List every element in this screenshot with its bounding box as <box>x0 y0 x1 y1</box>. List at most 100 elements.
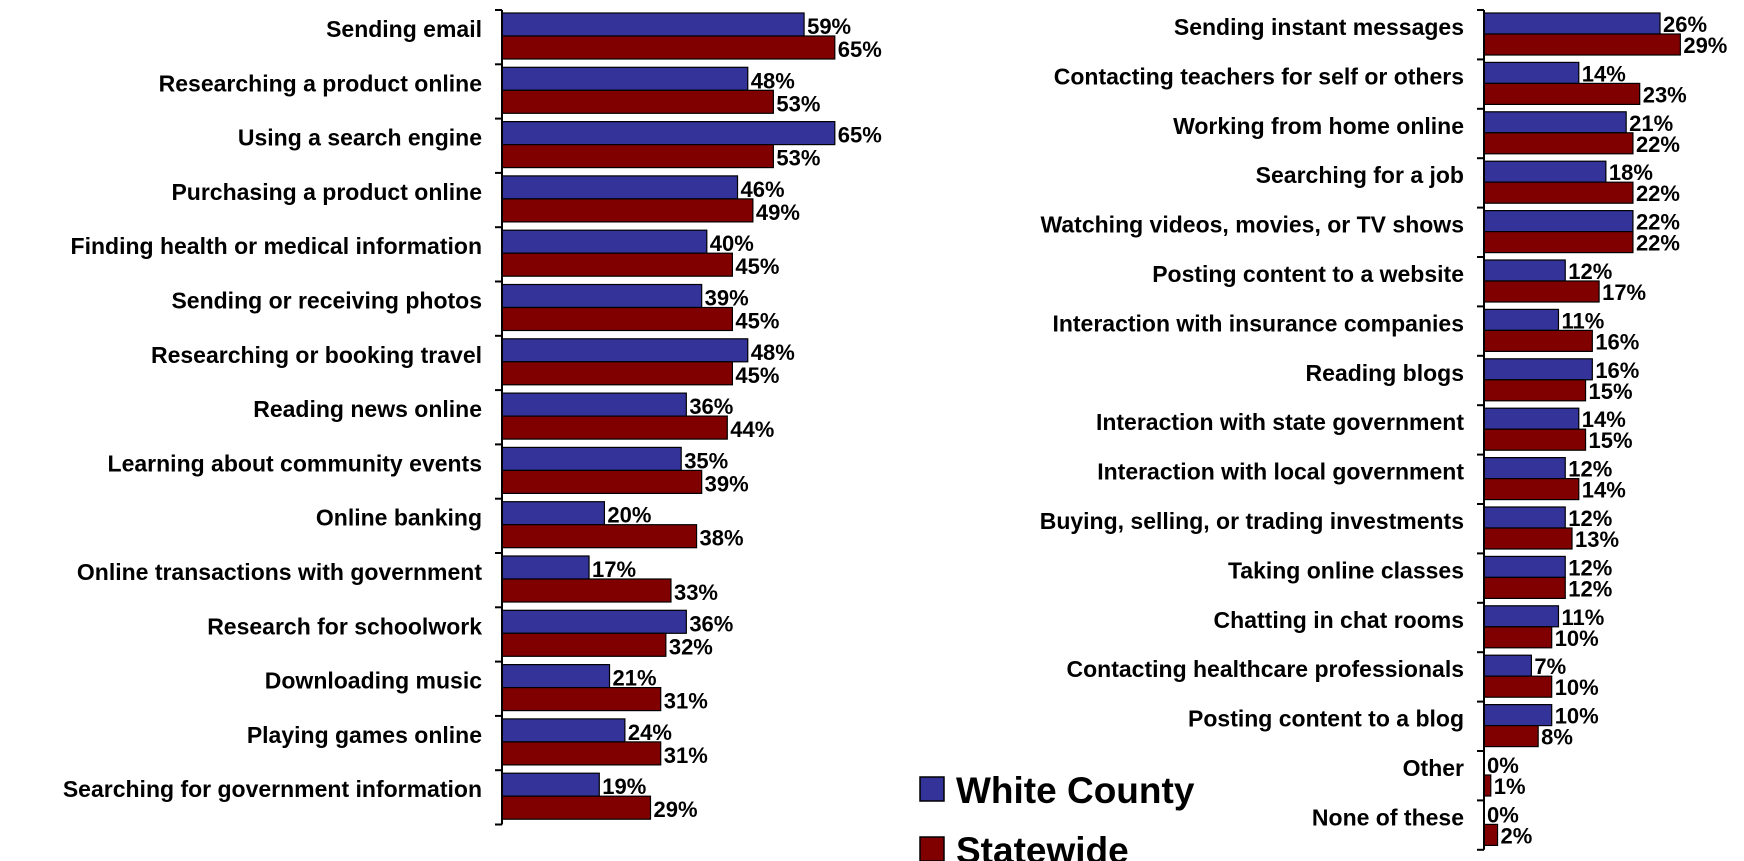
category-label-sending-instant-messages: Sending instant messages <box>1174 14 1464 40</box>
bar-white-county-using-a-search-engine <box>501 120 836 146</box>
value-label-statewide-learning-about-community-events: 39% <box>705 471 749 496</box>
category-label-contacting-healthcare-professionals: Contacting healthcare professionals <box>1067 656 1464 682</box>
value-label-statewide-taking-online-classes: 12% <box>1568 576 1612 601</box>
bar-white-county-buying-selling-or-trading-investments <box>1483 506 1566 529</box>
value-label-white-county-interaction-with-state-government: 14% <box>1582 407 1626 432</box>
value-label-statewide-interaction-with-insurance-companies: 16% <box>1595 329 1639 354</box>
bar-white-county-searching-for-a-job <box>1483 160 1607 183</box>
category-label-posting-content-to-a-blog: Posting content to a blog <box>1188 706 1464 732</box>
bar-white-county-searching-for-government-information <box>501 772 600 797</box>
value-label-white-county-reading-blogs: 16% <box>1595 358 1639 383</box>
value-label-statewide-posting-content-to-a-blog: 8% <box>1541 725 1573 750</box>
value-label-statewide-searching-for-a-job: 22% <box>1636 181 1680 206</box>
value-label-white-county-researching-or-booking-travel: 48% <box>751 340 795 365</box>
bar-white-county-downloading-music <box>501 663 611 689</box>
bar-statewide-sending-or-receiving-photos <box>501 306 733 332</box>
value-label-statewide-other: 1% <box>1494 774 1526 799</box>
bar-statewide-interaction-with-state-government <box>1483 428 1587 451</box>
bar-white-county-researching-a-product-online <box>501 66 749 91</box>
value-label-statewide-sending-or-receiving-photos: 45% <box>735 309 779 334</box>
bar-statewide-researching-a-product-online <box>501 89 774 114</box>
legend-label-statewide: Statewide <box>956 830 1129 861</box>
value-label-white-county-using-a-search-engine: 65% <box>838 123 882 148</box>
bar-white-county-reading-blogs <box>1483 358 1593 381</box>
bar-white-county-contacting-healthcare-professionals <box>1483 654 1532 677</box>
category-label-learning-about-community-events: Learning about community events <box>108 450 482 476</box>
value-label-statewide-downloading-music: 31% <box>664 689 708 714</box>
value-label-white-county-playing-games-online: 24% <box>628 720 672 745</box>
value-label-statewide-watching-videos-movies-or-tv-shows: 22% <box>1636 231 1680 256</box>
legend-swatch-statewide <box>919 836 945 861</box>
category-label-research-for-schoolwork: Research for schoolwork <box>207 613 482 639</box>
category-label-reading-news-online: Reading news online <box>253 396 482 422</box>
category-label-finding-health-or-medical-information: Finding health or medical information <box>71 233 482 259</box>
bar-white-county-watching-videos-movies-or-tv-shows <box>1483 210 1634 233</box>
value-label-white-county-searching-for-government-information: 19% <box>602 774 646 799</box>
value-label-statewide-researching-a-product-online: 53% <box>776 91 820 116</box>
value-label-white-county-sending-email: 59% <box>807 14 851 39</box>
category-label-chatting-in-chat-rooms: Chatting in chat rooms <box>1214 607 1464 633</box>
value-label-white-county-sending-instant-messages: 26% <box>1663 12 1707 37</box>
bar-statewide-searching-for-a-job <box>1483 181 1634 204</box>
category-label-working-from-home-online: Working from home online <box>1173 113 1464 139</box>
legend: White County Statewide <box>919 770 1195 861</box>
bar-statewide-research-for-schoolwork <box>501 632 667 657</box>
category-label-buying-selling-or-trading-investments: Buying, selling, or trading investments <box>1040 508 1464 534</box>
value-label-statewide-buying-selling-or-trading-investments: 13% <box>1575 527 1619 552</box>
bar-statewide-learning-about-community-events <box>501 469 703 494</box>
bar-white-county-learning-about-community-events <box>501 446 682 471</box>
legend-swatch-white-county <box>919 776 945 802</box>
bar-white-county-sending-instant-messages <box>1483 12 1661 35</box>
value-label-white-county-downloading-music: 21% <box>613 666 657 691</box>
bar-white-county-sending-or-receiving-photos <box>501 283 703 309</box>
bar-statewide-contacting-healthcare-professionals <box>1483 675 1553 698</box>
category-label-searching-for-a-job: Searching for a job <box>1256 162 1464 188</box>
value-label-statewide-posting-content-to-a-website: 17% <box>1602 280 1646 305</box>
value-label-white-county-reading-news-online: 36% <box>689 394 733 419</box>
value-label-white-county-none-of-these: 0% <box>1487 802 1519 827</box>
bar-statewide-posting-content-to-a-blog <box>1483 724 1539 748</box>
bar-statewide-working-from-home-online <box>1483 132 1634 155</box>
category-label-online-transactions-with-government: Online transactions with government <box>77 559 482 585</box>
value-label-statewide-using-a-search-engine: 53% <box>776 146 820 171</box>
bar-statewide-playing-games-online <box>501 741 662 766</box>
bar-statewide-online-transactions-with-government <box>501 578 672 603</box>
value-label-statewide-contacting-healthcare-professionals: 10% <box>1555 675 1599 700</box>
bar-white-county-taking-online-classes <box>1483 555 1566 579</box>
value-label-statewide-interaction-with-local-government: 14% <box>1582 478 1626 503</box>
value-label-statewide-chatting-in-chat-rooms: 10% <box>1555 626 1599 651</box>
value-label-white-county-contacting-healthcare-professionals: 7% <box>1534 654 1566 679</box>
category-label-playing-games-online: Playing games online <box>247 722 482 748</box>
category-label-searching-for-government-information: Searching for government information <box>63 776 482 802</box>
value-label-white-county-sending-or-receiving-photos: 39% <box>705 286 749 311</box>
value-label-statewide-researching-or-booking-travel: 45% <box>735 363 779 388</box>
value-label-statewide-interaction-with-state-government: 15% <box>1589 428 1633 453</box>
bar-white-county-online-transactions-with-government <box>501 555 590 580</box>
category-label-posting-content-to-a-website: Posting content to a website <box>1152 261 1464 287</box>
bar-statewide-interaction-with-local-government <box>1483 478 1580 501</box>
legend-label-white-county: White County <box>956 770 1195 811</box>
bar-statewide-researching-or-booking-travel <box>501 361 733 386</box>
category-label-reading-blogs: Reading blogs <box>1306 360 1464 386</box>
category-label-researching-or-booking-travel: Researching or booking travel <box>151 342 482 368</box>
bar-statewide-buying-selling-or-trading-investments <box>1483 527 1573 550</box>
bar-statewide-taking-online-classes <box>1483 576 1566 600</box>
bar-statewide-downloading-music <box>501 686 662 712</box>
category-label-watching-videos-movies-or-tv-shows: Watching videos, movies, or TV shows <box>1041 212 1464 238</box>
value-label-statewide-reading-news-online: 44% <box>730 417 774 442</box>
bar-statewide-sending-email <box>501 35 836 60</box>
bar-white-county-finding-health-or-medical-information <box>501 229 708 254</box>
value-label-statewide-playing-games-online: 31% <box>664 743 708 768</box>
value-label-white-county-watching-videos-movies-or-tv-shows: 22% <box>1636 210 1680 235</box>
category-label-interaction-with-local-government: Interaction with local government <box>1097 459 1464 485</box>
bar-white-county-posting-content-to-a-website <box>1483 259 1566 282</box>
bar-statewide-finding-health-or-medical-information <box>501 252 733 277</box>
bar-statewide-reading-blogs <box>1483 379 1587 402</box>
category-label-other: Other <box>1403 755 1464 781</box>
value-label-statewide-purchasing-a-product-online: 49% <box>756 200 800 225</box>
value-label-white-county-searching-for-a-job: 18% <box>1609 160 1653 185</box>
category-label-using-a-search-engine: Using a search engine <box>238 125 482 151</box>
bar-white-county-research-for-schoolwork <box>501 609 687 634</box>
category-label-purchasing-a-product-online: Purchasing a product online <box>171 179 482 205</box>
bar-statewide-other <box>1483 774 1492 797</box>
